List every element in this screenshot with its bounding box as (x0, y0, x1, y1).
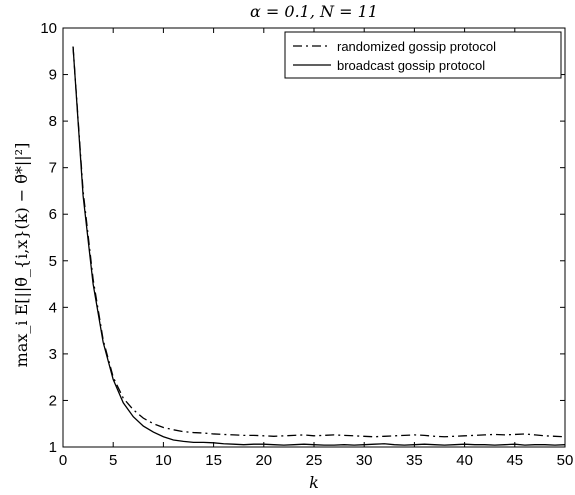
x-tick-label: 40 (456, 452, 473, 469)
y-tick-label: 6 (49, 206, 57, 223)
x-tick-label: 25 (306, 452, 323, 469)
series-layer (72, 46, 566, 446)
y-tick-label: 9 (49, 67, 57, 84)
y-tick-label: 5 (49, 253, 57, 270)
x-tick-label: 0 (59, 452, 67, 469)
x-tick-label: 35 (406, 452, 423, 469)
legend-entry: broadcast gossip protocol (337, 58, 485, 73)
legend-entry: randomized gossip protocol (337, 39, 496, 54)
x-tick-label: 5 (109, 452, 117, 469)
chart-title: α = 0.1, N = 11 (250, 2, 378, 21)
legend: randomized gossip protocol broadcast goss… (284, 31, 562, 79)
plot-area (62, 27, 566, 448)
x-tick-label: 15 (205, 452, 222, 469)
legend-box (284, 31, 562, 79)
series-line-randomized-gossip (72, 46, 566, 438)
x-tick-label: 45 (506, 452, 523, 469)
x-tick-label: 50 (557, 452, 574, 469)
y-tick-label: 10 (40, 20, 57, 37)
x-tick-label: 30 (356, 452, 373, 469)
x-tick-label: 20 (255, 452, 272, 469)
x-tick-label: 10 (155, 452, 172, 469)
y-tick-label: 1 (49, 439, 57, 456)
y-tick-label: 2 (49, 392, 57, 409)
y-tick-label: 4 (49, 299, 57, 316)
y-tick-label: 3 (49, 346, 57, 363)
y-tick-label: 7 (49, 160, 57, 177)
y-axis-label: max_i E[||θ̃_{i,x}(k) − θ̃*||²] (12, 143, 31, 368)
plot-frame (62, 27, 566, 448)
series-line-broadcast-gossip (72, 46, 566, 446)
x-axis-label: k (309, 473, 319, 492)
y-tick-label: 8 (49, 113, 57, 130)
